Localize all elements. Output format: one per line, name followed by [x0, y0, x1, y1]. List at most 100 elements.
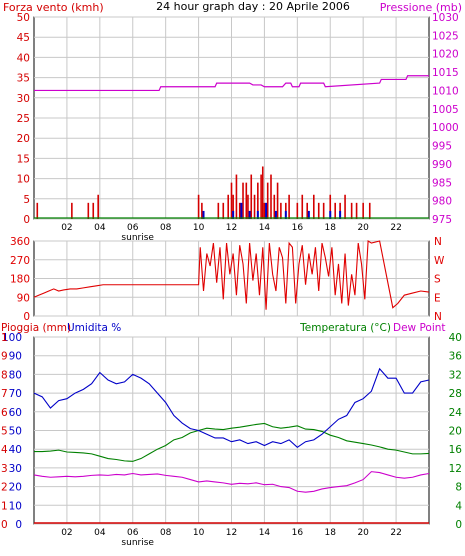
wind-speed-bar [250, 174, 253, 219]
rain-tick-label: 0 [1, 519, 8, 531]
wind-speed-bar [97, 194, 99, 219]
direction-tick-label: 0 [23, 311, 30, 323]
wind-speed-bar [288, 194, 290, 219]
x-tick-label: 08 [160, 223, 172, 233]
wind-speed-bar [273, 194, 276, 219]
temperature-line [34, 422, 430, 462]
wind-direction-line [33, 240, 430, 310]
x-tick-label: 22 [390, 528, 401, 538]
wind-tick-label: 30 [17, 93, 30, 105]
x-tick-label: 18 [325, 223, 337, 233]
humidity-axis-title: Umidita % [67, 322, 121, 334]
pressure-tick-label: 1005 [432, 104, 459, 116]
wind-speed-bar [350, 202, 353, 219]
wind-speed-bar [217, 202, 220, 219]
pressure-tick-label: 985 [432, 177, 452, 189]
humidity-tick-label: 50 [9, 426, 22, 438]
rain-tick-label: 7 [1, 388, 8, 400]
wind-speed-bar [87, 202, 90, 219]
temperature-tick-label: 40 [449, 332, 462, 344]
wind-speed-bar [263, 202, 266, 219]
rain-tick-label: 5 [1, 426, 8, 438]
temperature-tick-label: 32 [449, 369, 462, 381]
gust-bar [256, 210, 259, 219]
gust-bar [307, 210, 310, 219]
humidity-tick-label: 0 [15, 519, 22, 531]
x-tick-label: 14 [259, 223, 271, 233]
x-tick-label: 02 [61, 223, 72, 233]
gust-bar [265, 202, 268, 219]
rain-tick-label: 1 [1, 332, 8, 344]
pressure-tick-label: 980 [432, 196, 452, 208]
compass-label: W [434, 255, 445, 267]
wind-speed-bar [329, 194, 332, 219]
x-tick-label: 20 [357, 223, 369, 233]
wind-speed-bar [247, 194, 249, 219]
pressure-tick-label: 1015 [432, 67, 459, 79]
x-tick-label: 06 [127, 528, 139, 538]
wind-speed-bar [306, 202, 309, 219]
wind-tick-label: 25 [17, 113, 30, 125]
wind-speed-bar [344, 194, 346, 219]
gust-bar [274, 210, 277, 219]
gust-bar [232, 210, 235, 219]
wind-speed-bar [362, 202, 364, 219]
direction-tick-label: 270 [10, 255, 30, 267]
pressure-axis-title: Pressione (mb) [380, 1, 462, 14]
wind-speed-bar [232, 194, 234, 219]
pressure-tick-label: 1000 [432, 122, 459, 134]
x-tick-label: 16 [292, 223, 304, 233]
direction-tick-label: 360 [10, 236, 30, 248]
gust-bar [284, 210, 287, 219]
pressure-tick-label: 1030 [432, 12, 459, 24]
pressure-tick-label: 990 [432, 159, 452, 171]
humidity-tick-label: 100 [2, 332, 22, 344]
temperature-tick-label: 0 [455, 519, 462, 531]
sunrise-label: sunrise [121, 538, 154, 548]
temperature-tick-label: 24 [449, 407, 463, 419]
rain-tick-label: 3 [1, 463, 8, 475]
wind-speed-bar [261, 166, 264, 219]
rain-tick-label: 6 [1, 407, 8, 419]
x-tick-label: 04 [94, 528, 106, 538]
wind-speed-bar [238, 202, 241, 219]
gust-bar [240, 202, 243, 219]
temperature-axis-title: Temperatura (°C) [299, 322, 391, 334]
dewpoint-axis-title: Dew Point [393, 322, 446, 334]
wind-speed-bar [312, 194, 315, 219]
pressure-tick-label: 1025 [432, 30, 459, 42]
x-tick-label: 10 [193, 223, 205, 233]
wind-speed-bar [301, 194, 304, 219]
wind-speed-bar [334, 202, 336, 219]
x-tick-label: 16 [292, 528, 304, 538]
wind-speed-bar [322, 202, 325, 219]
wind-tick-label: 45 [17, 32, 30, 44]
wind-speed-bar [368, 202, 371, 219]
temperature-tick-label: 16 [449, 444, 463, 456]
temperature-tick-label: 4 [455, 500, 462, 512]
wind-tick-label: 50 [17, 12, 30, 24]
compass-label: S [434, 274, 441, 286]
wind-tick-label: 15 [17, 153, 30, 165]
marks-layer [33, 75, 430, 524]
wind-speed-bar [222, 202, 225, 219]
pressure-line [34, 75, 429, 92]
wind-axis-title: Forza vento (kmh) [3, 1, 104, 14]
x-tick-label: 02 [61, 528, 72, 538]
gust-bar [329, 210, 332, 219]
wind-speed-bar [296, 202, 299, 219]
direction-tick-label: 180 [10, 274, 30, 286]
x-tick-label: 10 [193, 528, 205, 538]
rain-tick-label: 4 [1, 444, 8, 456]
gust-bar [339, 210, 342, 219]
temperature-tick-label: 20 [449, 426, 462, 438]
wind-speed-bar [253, 194, 256, 219]
wind-speed-bar [92, 202, 95, 219]
gust-bar [248, 210, 251, 219]
compass-label: N [434, 311, 442, 323]
compass-label: N [434, 236, 442, 248]
wind-speed-bar [276, 182, 279, 219]
rain-tick-label: 8 [1, 369, 8, 381]
